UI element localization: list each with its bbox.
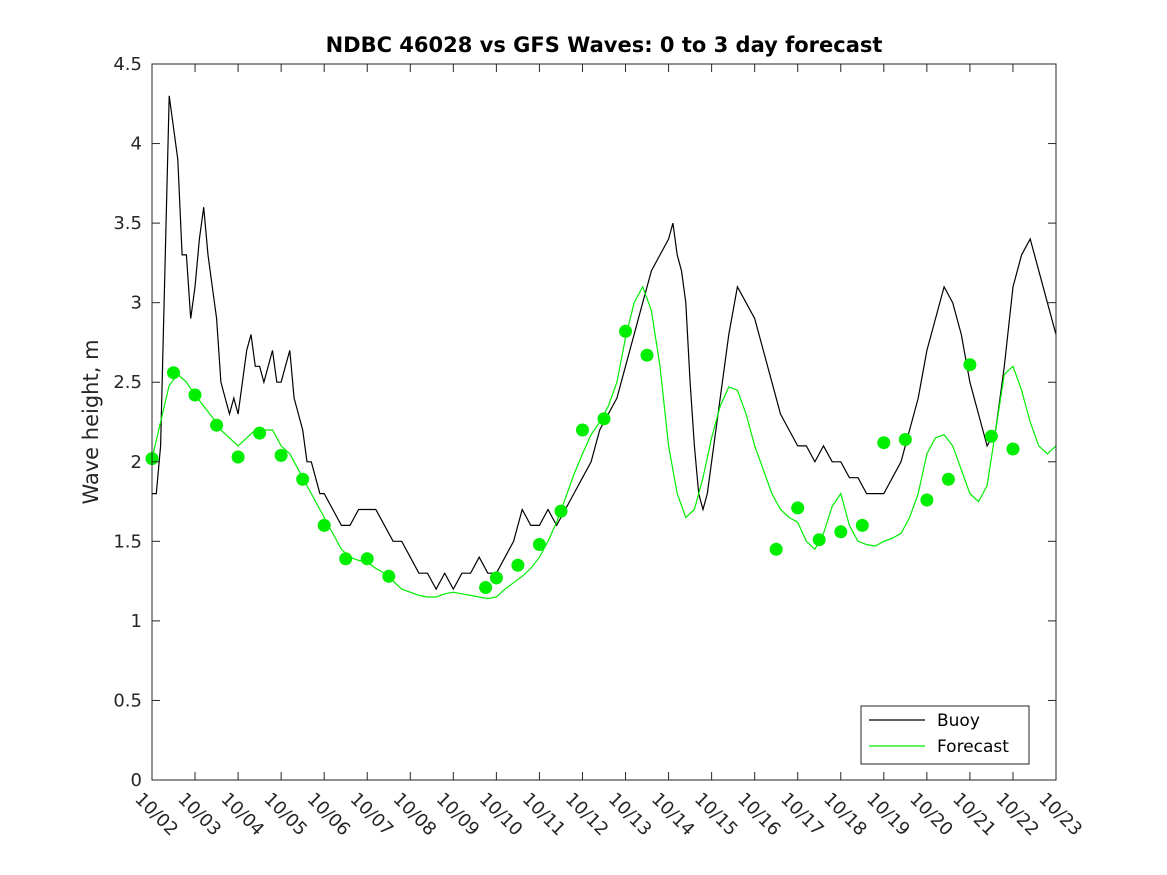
- x-tick-label: 10/13: [604, 789, 656, 841]
- x-tick-label: 10/06: [303, 789, 355, 841]
- y-tick-label: 3.5: [113, 213, 142, 234]
- x-tick-label: 10/10: [475, 789, 527, 841]
- x-tick-label: 10/22: [991, 789, 1043, 841]
- x-tick-label: 10/19: [862, 789, 914, 841]
- forecast-marker-2: [188, 388, 202, 402]
- forecast-marker-32: [1006, 442, 1020, 456]
- forecast-marker-11: [382, 569, 396, 583]
- forecast-marker-24: [834, 525, 848, 539]
- x-tick-label: 10/05: [260, 789, 312, 841]
- x-tick-label: 10/07: [346, 789, 398, 841]
- y-axis: 0 0.5 1 1.5 2 2.5 3 3.5 4 4.5: [113, 54, 1056, 791]
- forecast-marker-14: [511, 558, 525, 572]
- forecast-marker-1: [167, 366, 180, 380]
- x-tick-label: 10/04: [217, 789, 269, 841]
- x-tick-label: 10/20: [905, 789, 957, 841]
- x-tick-label: 10/16: [733, 789, 785, 841]
- legend-forecast-label: Forecast: [937, 737, 1009, 757]
- x-tick-label: 10/08: [389, 789, 441, 841]
- y-tick-label: 2: [131, 452, 142, 473]
- forecast-marker-22: [791, 501, 805, 515]
- y-tick-label: 4.5: [113, 54, 142, 75]
- forecast-marker-17: [576, 423, 589, 437]
- forecast-marker-30: [963, 358, 977, 372]
- y-axis-label: Wave height, m: [79, 339, 103, 504]
- plot-frame: [151, 63, 1057, 781]
- x-tick-label: 10/12: [561, 789, 613, 841]
- forecast-marker-21: [769, 542, 783, 556]
- x-tick-label: 10/23: [1034, 789, 1086, 841]
- forecast-marker-9: [339, 552, 353, 566]
- forecast-marker-20: [640, 348, 654, 362]
- forecast-marker-5: [253, 426, 267, 440]
- x-tick-label: 10/21: [948, 789, 1000, 841]
- y-tick-label: 4: [131, 134, 142, 155]
- forecast-marker-3: [210, 418, 224, 432]
- forecast-marker-13: [489, 571, 503, 585]
- y-tick-label: 2.5: [113, 372, 142, 393]
- buoy-series-line: [152, 95, 1056, 591]
- forecast-marker-7: [296, 472, 310, 486]
- forecast-marker-25: [855, 518, 869, 532]
- forecast-marker-29: [941, 472, 955, 486]
- forecast-marker-27: [898, 433, 912, 446]
- chart-title: NDBC 46028 vs GFS Waves: 0 to 3 day fore…: [326, 33, 883, 57]
- y-tick-label: 0.5: [113, 690, 142, 711]
- y-tick-label: 3: [131, 293, 142, 314]
- x-tick-label: 10/11: [518, 789, 570, 841]
- x-tick-label: 10/14: [647, 789, 699, 841]
- x-tick-label: 10/15: [690, 789, 742, 841]
- forecast-marker-8: [317, 518, 331, 532]
- x-tick-label: 10/17: [776, 789, 828, 841]
- marker-layer: [145, 324, 1020, 594]
- forecast-marker-15: [532, 538, 546, 551]
- forecast-marker-6: [274, 448, 288, 462]
- forecast-marker-31: [984, 429, 998, 443]
- forecast-marker-10: [360, 552, 374, 566]
- x-tick-label: 10/18: [819, 789, 871, 841]
- forecast-marker-19: [619, 324, 632, 338]
- y-tick-label: 0: [131, 770, 142, 791]
- legend: Buoy Forecast: [860, 705, 1030, 765]
- forecast-marker-18: [597, 412, 611, 426]
- legend-box: [860, 705, 1030, 765]
- forecast-marker-16: [554, 504, 568, 518]
- x-tick-label: 10/02: [130, 789, 182, 841]
- forecast-marker-12: [479, 581, 493, 594]
- forecast-marker-23: [812, 533, 826, 547]
- forecast-series-line-2: [797, 365, 1056, 551]
- forecast-marker-4: [231, 450, 245, 464]
- legend-buoy-label: Buoy: [937, 711, 980, 731]
- forecast-marker-28: [920, 493, 934, 507]
- y-tick-label: 1.5: [113, 531, 142, 552]
- y-tick-label: 1: [131, 611, 142, 632]
- x-tick-label: 10/09: [432, 789, 484, 841]
- x-tick-label: 10/03: [174, 789, 226, 841]
- forecast-marker-26: [877, 436, 891, 450]
